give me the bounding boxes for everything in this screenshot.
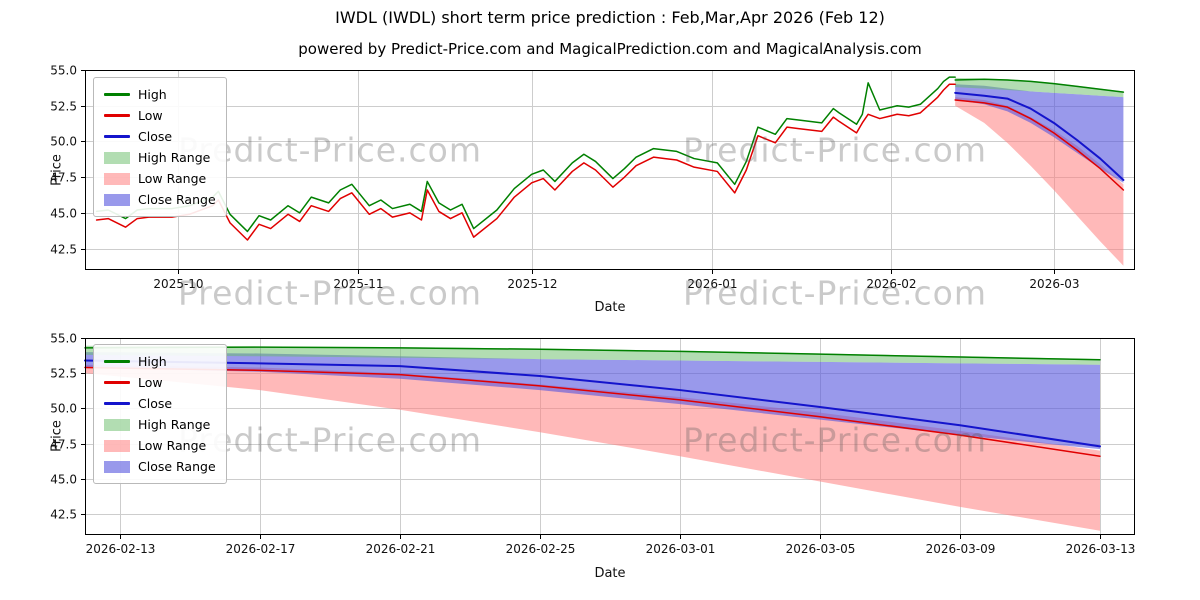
y-tick-label: 42.5 [50, 243, 77, 257]
y-tick-label: 47.5 [50, 438, 77, 452]
bottom-chart-legend: High Low Close High Range Low Range Close Ran… [93, 344, 227, 484]
x-tick-label: 2026-02-25 [506, 542, 576, 556]
legend-label: Close [138, 396, 173, 411]
legend-item: High Range [104, 147, 216, 168]
legend-patch-swatch [104, 418, 130, 431]
legend-item: High [104, 84, 216, 105]
legend-line-swatch [104, 360, 130, 363]
legend-item: High [104, 351, 216, 372]
x-tick-label: 2026-02 [866, 277, 916, 291]
chart-subtitle: powered by Predict-Price.com and Magical… [298, 40, 922, 58]
legend-patch-swatch [104, 439, 130, 452]
x-tick-label: 2026-01 [687, 277, 737, 291]
x-tick-label: 2025-12 [507, 277, 557, 291]
close-forecast-line [954, 91, 1125, 181]
legend-patch-swatch [104, 460, 130, 473]
date-axis-label-bottom: Date [594, 566, 626, 581]
price-axis-label-top: Price [49, 154, 65, 186]
legend-line-swatch [104, 135, 130, 138]
high-range-band [85, 345, 1100, 365]
low-range-band [955, 97, 1124, 266]
x-tick-label: 2025-10 [153, 277, 203, 291]
legend-patch-swatch [104, 172, 130, 185]
low-forecast-line [954, 99, 1125, 191]
high-forecast-line [84, 346, 1101, 361]
legend-patch-swatch [104, 151, 130, 164]
high-range-band [955, 77, 1124, 98]
legend-item: High Range [104, 414, 216, 435]
chart-title: IWDL (IWDL) short term price prediction … [335, 8, 885, 27]
legend-line-swatch [104, 381, 130, 384]
y-tick-label: 50.0 [50, 402, 77, 416]
legend-label: High [138, 354, 167, 369]
y-tick-label: 45.0 [50, 473, 77, 487]
legend-label: Low Range [138, 171, 207, 186]
legend-label: Close Range [138, 459, 216, 474]
legend-label: Low [138, 108, 163, 123]
legend-label: High Range [138, 150, 211, 165]
legend-label: Low Range [138, 438, 207, 453]
x-tick-label: 2026-02-21 [366, 542, 436, 556]
high-line [95, 76, 956, 233]
x-tick-label: 2026-02-17 [226, 542, 296, 556]
y-tick-label: 45.0 [50, 207, 77, 221]
price-axis-label-bottom: Price [49, 420, 65, 452]
y-tick-label: 42.5 [50, 508, 77, 522]
low-forecast-line [84, 366, 1101, 457]
legend-label: High [138, 87, 167, 102]
legend-item: Close [104, 393, 216, 414]
legend-label: Close [138, 129, 173, 144]
x-tick-label: 2026-03-01 [646, 542, 716, 556]
x-tick-label: 2025-11 [333, 277, 383, 291]
legend-item: Low Range [104, 168, 216, 189]
x-tick-label: 2026-03 [1029, 277, 1079, 291]
legend-item: Low Range [104, 435, 216, 456]
legend-label: Low [138, 375, 163, 390]
y-tick-label: 55.0 [50, 64, 77, 78]
x-tick-label: 2026-03-13 [1066, 542, 1136, 556]
high-forecast-line [954, 78, 1125, 93]
y-tick-label: 52.5 [50, 100, 77, 114]
legend-line-swatch [104, 93, 130, 96]
legend-label: High Range [138, 417, 211, 432]
legend-item: Close [104, 126, 216, 147]
low-line [95, 83, 956, 241]
legend-item: Close Range [104, 456, 216, 477]
x-tick-label: 2026-03-09 [926, 542, 996, 556]
legend-item: Low [104, 105, 216, 126]
legend-line-swatch [104, 402, 130, 405]
close-forecast-line [84, 359, 1101, 448]
top-chart-legend: High Low Close High Range Low Range Close Ran… [93, 77, 227, 217]
close-range-band [85, 352, 1100, 450]
y-tick-label: 52.5 [50, 367, 77, 381]
close-range-band [955, 84, 1124, 183]
legend-patch-swatch [104, 193, 130, 206]
y-tick-label: 55.0 [50, 332, 77, 346]
date-axis-label-top: Date [594, 300, 626, 315]
legend-item: Low [104, 372, 216, 393]
x-tick-label: 2026-03-05 [786, 542, 856, 556]
y-tick-label: 50.0 [50, 135, 77, 149]
legend-label: Close Range [138, 192, 216, 207]
x-tick-label: 2026-02-13 [86, 542, 156, 556]
legend-item: Close Range [104, 189, 216, 210]
legend-line-swatch [104, 114, 130, 117]
y-tick-label: 47.5 [50, 171, 77, 185]
